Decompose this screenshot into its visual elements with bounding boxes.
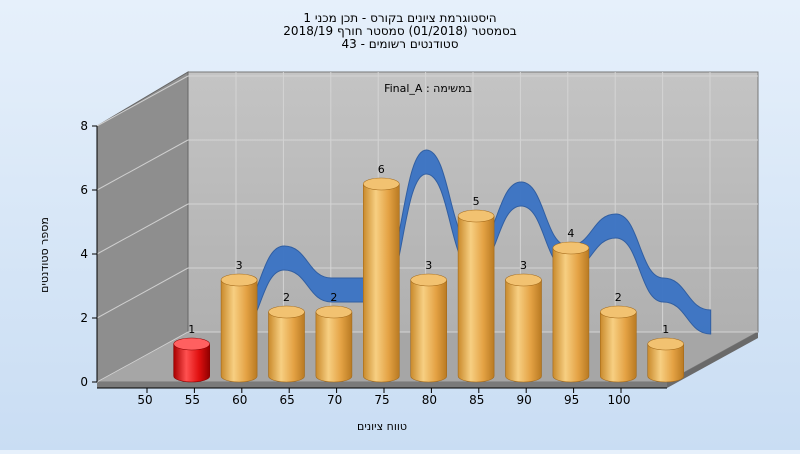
x-tick-label: 70 (327, 393, 342, 407)
y-tick-label: 8 (80, 119, 88, 133)
bar: 4 (553, 227, 589, 382)
bar-cap (458, 210, 494, 222)
bar-data-label: 2 (615, 291, 622, 304)
bar-cap (600, 306, 636, 318)
bar-data-label: 2 (283, 291, 290, 304)
y-tick-label: 0 (80, 375, 88, 389)
bar-data-label: 3 (425, 259, 432, 272)
y-axis-title: מספר סטודנטים (38, 217, 51, 293)
bar-cap (316, 306, 352, 318)
bar-cap (648, 338, 684, 350)
x-tick-label: 90 (517, 393, 532, 407)
x-tick-label: 55 (185, 393, 200, 407)
series-label: במשימה : Final_A (384, 82, 472, 95)
x-tick-label: 75 (374, 393, 389, 407)
bar: 3 (411, 259, 447, 382)
bar-body (506, 280, 542, 382)
bar-body (553, 248, 589, 382)
bar-data-label: 5 (473, 195, 480, 208)
chart-title-line-1: היסטוגרמת ציונים בקורס - תכן מכני 1 (303, 11, 496, 25)
x-tick-label: 65 (280, 393, 295, 407)
bar-cap (221, 274, 257, 286)
bar-cap (174, 338, 210, 350)
bar-body (411, 280, 447, 382)
y-tick-label: 4 (80, 247, 88, 261)
bar-data-label: 1 (188, 323, 195, 336)
bar: 5 (458, 195, 494, 382)
bar-data-label: 6 (378, 163, 385, 176)
bar-body (269, 312, 305, 382)
bar-cap (506, 274, 542, 286)
x-tick-label: 50 (137, 393, 152, 407)
chart-title-line-3: סטודנטים רשומים - 43 (341, 37, 458, 51)
x-tick-label: 100 (608, 393, 631, 407)
bar-cap (269, 306, 305, 318)
x-tick-label: 60 (232, 393, 247, 407)
bar-cap (553, 242, 589, 254)
chart-title-line-2: בסמסטר (01/2018) סמסטר חורף 2018/19 (283, 24, 516, 38)
floor-front-edge (97, 382, 667, 388)
bar-data-label: 2 (330, 291, 337, 304)
bar: 6 (363, 163, 399, 382)
y-tick-label: 2 (80, 311, 88, 325)
bar-body (316, 312, 352, 382)
x-tick-label: 80 (422, 393, 437, 407)
bar-data-label: 4 (567, 227, 574, 240)
x-tick-label: 85 (469, 393, 484, 407)
bar-body (600, 312, 636, 382)
bar-data-label: 3 (520, 259, 527, 272)
bar-body (458, 216, 494, 382)
bar-body (221, 280, 257, 382)
bar-data-label: 3 (236, 259, 243, 272)
x-tick-label: 95 (564, 393, 579, 407)
bar-data-label: 1 (662, 323, 669, 336)
bar-body (363, 184, 399, 382)
bar-cap (363, 178, 399, 190)
y-tick-label: 6 (80, 183, 88, 197)
bar-cap (411, 274, 447, 286)
bar: 3 (506, 259, 542, 382)
bar: 3 (221, 259, 257, 382)
x-axis-title: טווח ציונים (357, 420, 407, 433)
